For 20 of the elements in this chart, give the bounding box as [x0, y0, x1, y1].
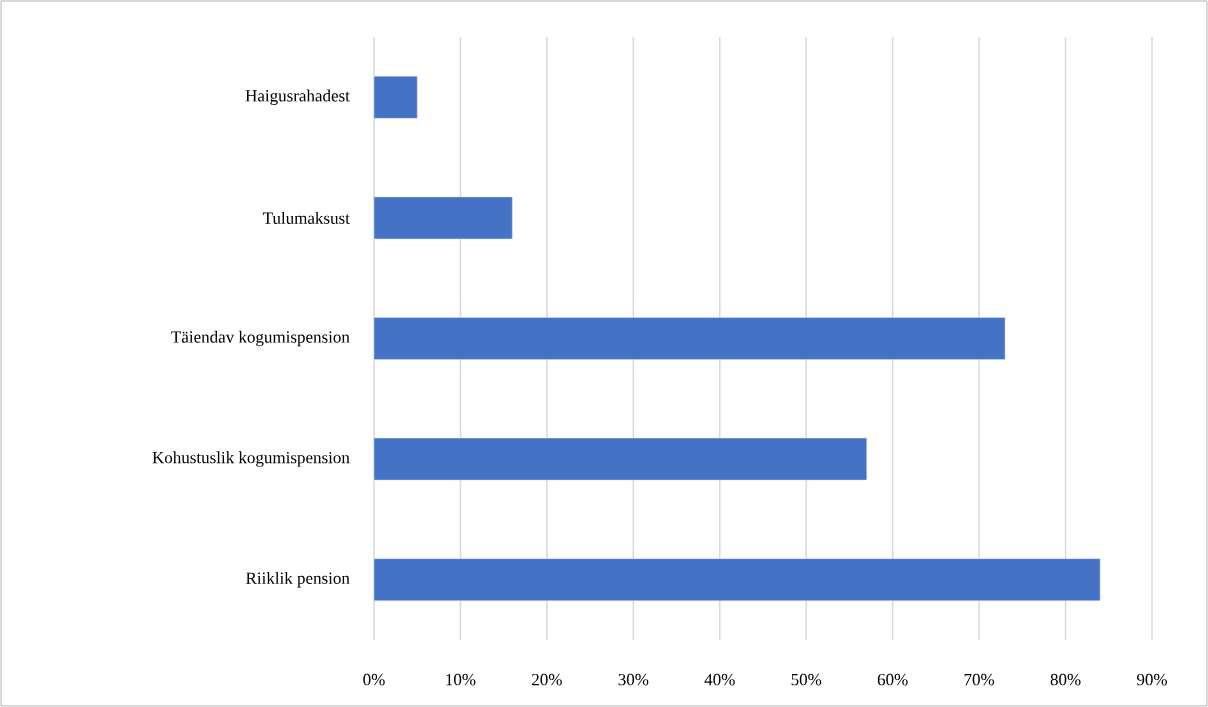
- y-tick-label: Riiklik pension: [246, 571, 350, 588]
- bar: [373, 558, 1101, 601]
- x-tick-label: 70%: [964, 673, 995, 686]
- bar: [373, 76, 418, 119]
- x-tick-label: 10%: [446, 673, 476, 686]
- x-tick-label: 60%: [877, 673, 908, 686]
- y-tick-label: Tulumaksust: [262, 211, 350, 224]
- x-tick-label: 90%: [1136, 673, 1167, 686]
- x-tick-label: 80%: [1050, 673, 1081, 686]
- bar: [373, 196, 513, 240]
- y-tick-label: Haigusrahadest: [245, 89, 350, 106]
- y-tick-label: Kohustuslik kogumispension: [152, 451, 350, 467]
- x-tick-label: 50%: [791, 673, 822, 686]
- bar: [373, 317, 1006, 360]
- x-tick-label: 40%: [704, 673, 735, 686]
- x-tick-label: 20%: [532, 673, 562, 686]
- y-tick-label: Täiendav kogumispension: [171, 330, 350, 347]
- bar: [373, 437, 867, 481]
- x-tick-label: 30%: [618, 673, 649, 686]
- x-tick-label: 0%: [363, 673, 385, 686]
